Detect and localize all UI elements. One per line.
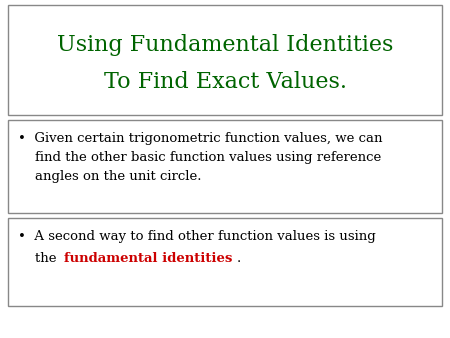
- Text: Using Fundamental Identities: Using Fundamental Identities: [57, 34, 393, 56]
- Text: .: .: [237, 252, 241, 265]
- FancyBboxPatch shape: [8, 218, 442, 306]
- FancyBboxPatch shape: [8, 5, 442, 115]
- Text: •  A second way to find other function values is using: • A second way to find other function va…: [18, 230, 376, 243]
- Text: fundamental identities: fundamental identities: [64, 252, 232, 265]
- Text: the: the: [18, 252, 61, 265]
- FancyBboxPatch shape: [8, 120, 442, 213]
- Text: •  Given certain trigonometric function values, we can
    find the other basic : • Given certain trigonometric function v…: [18, 132, 382, 183]
- Text: To Find Exact Values.: To Find Exact Values.: [104, 71, 346, 93]
